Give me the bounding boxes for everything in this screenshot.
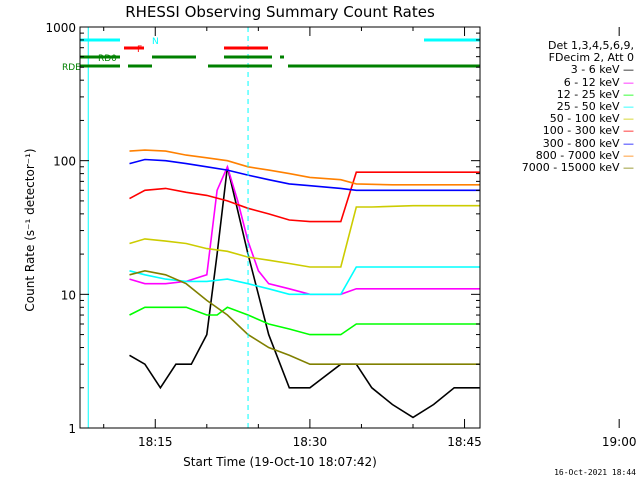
flag-label-f: F	[137, 45, 142, 55]
series-line-8	[129, 149, 480, 186]
y-axis-label: Count Rate (s⁻¹ detector⁻¹)	[23, 148, 37, 311]
flag-label-rd0: RD0	[98, 54, 117, 64]
y-tick-label: 10	[61, 288, 76, 302]
y-tick-label: 100	[53, 155, 76, 169]
legend-entry: 300 - 800 keV —	[542, 136, 634, 150]
series-line-2	[129, 164, 480, 296]
generated-timestamp: 16-Oct-2021 18:44	[554, 468, 636, 477]
series-line-3	[129, 306, 480, 336]
legend-entry: 50 - 100 keV —	[549, 112, 634, 126]
flag-label-n: N	[152, 37, 159, 47]
x-axis-label: Start Time (19-Oct-10 18:07:42)	[183, 455, 377, 469]
legend-entry: 12 - 25 keV —	[556, 87, 634, 101]
legend-entry: 3 - 6 keV —	[570, 63, 634, 77]
legend-title-line-1: Det 1,3,4,5,6,9,	[547, 39, 634, 52]
series-line-5	[129, 204, 480, 268]
y-tick-label: 1	[68, 422, 76, 436]
chart-title: RHESSI Observing Summary Count Rates	[125, 3, 435, 21]
plot-frame	[79, 26, 481, 429]
x-tick-label: 19:00	[602, 435, 637, 449]
x-tick-label: 18:15	[138, 435, 173, 449]
legend-title-line-2: FDecim 2, Att 0	[548, 51, 634, 65]
x-tick-label: 18:45	[447, 435, 482, 449]
series-line-1	[129, 166, 480, 419]
series-line-4	[129, 266, 480, 296]
legend-entry: 6 - 12 keV —	[563, 75, 634, 89]
legend-entry: 100 - 300 keV —	[542, 124, 634, 138]
flag-label-rde: RDE	[62, 63, 81, 73]
legend-entry: 7000 - 15000 keV —	[521, 161, 634, 175]
series-line-7	[129, 158, 480, 192]
legend: Det 1,3,4,5,6,9, FDecim 2, Att 0 3 - 6 k…	[488, 39, 634, 175]
series-line-6	[129, 171, 480, 223]
legend-entry: 25 - 50 keV —	[556, 100, 634, 114]
y-tick-label: 1000	[45, 21, 76, 35]
series-line-9	[129, 269, 480, 366]
x-tick-label: 18:30	[293, 435, 328, 449]
legend-entry: 800 - 7000 keV —	[535, 148, 634, 162]
